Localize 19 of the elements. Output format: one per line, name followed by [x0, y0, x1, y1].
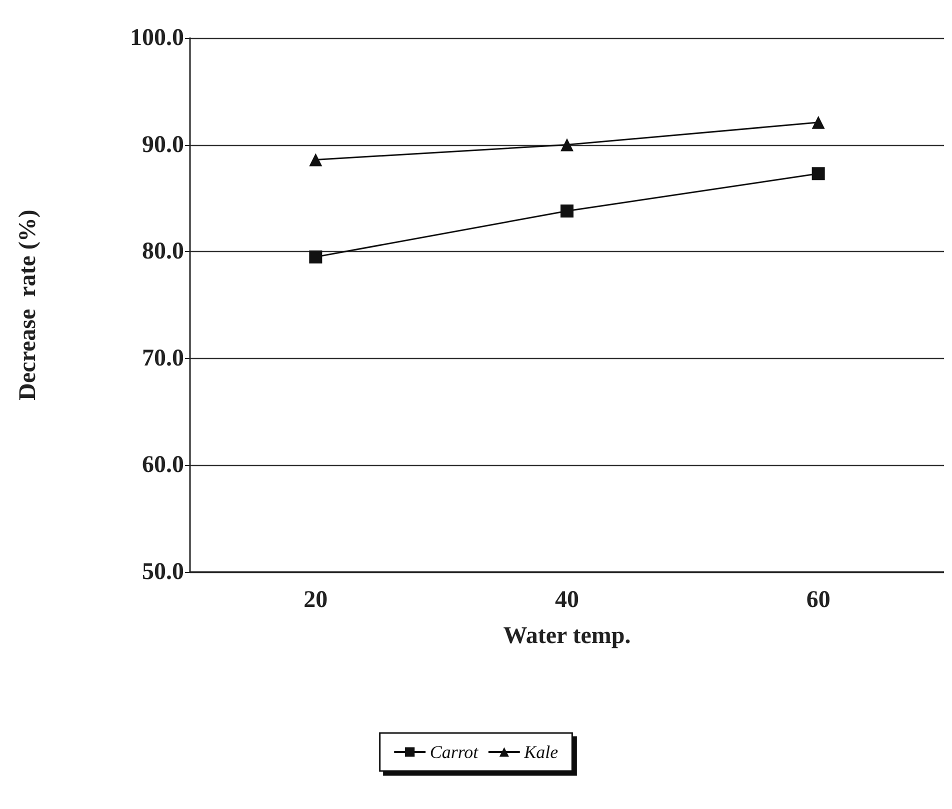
y-axis-title: Decrease rate (%) — [15, 210, 41, 400]
legend-label: Kale — [523, 742, 558, 762]
point — [309, 250, 322, 264]
point — [560, 138, 574, 152]
x-axis-title: Water temp. — [503, 623, 631, 649]
y-tick-label: 50.0 — [142, 559, 184, 585]
x-tick-label: 60 — [806, 587, 830, 613]
point — [560, 204, 574, 218]
point — [309, 153, 322, 166]
x-tick-label: 20 — [304, 587, 328, 613]
y-tick-label: 60.0 — [142, 452, 184, 478]
y-tick-label: 70.0 — [142, 345, 184, 372]
y-tick-label: 80.0 — [142, 238, 184, 265]
point — [812, 116, 825, 129]
legend-label: Carrot — [430, 742, 480, 762]
point — [812, 167, 825, 180]
y-tick-label: 100.0 — [130, 25, 184, 51]
y-tick-label: 90.0 — [142, 132, 184, 158]
x-tick-label: 40 — [555, 587, 579, 613]
